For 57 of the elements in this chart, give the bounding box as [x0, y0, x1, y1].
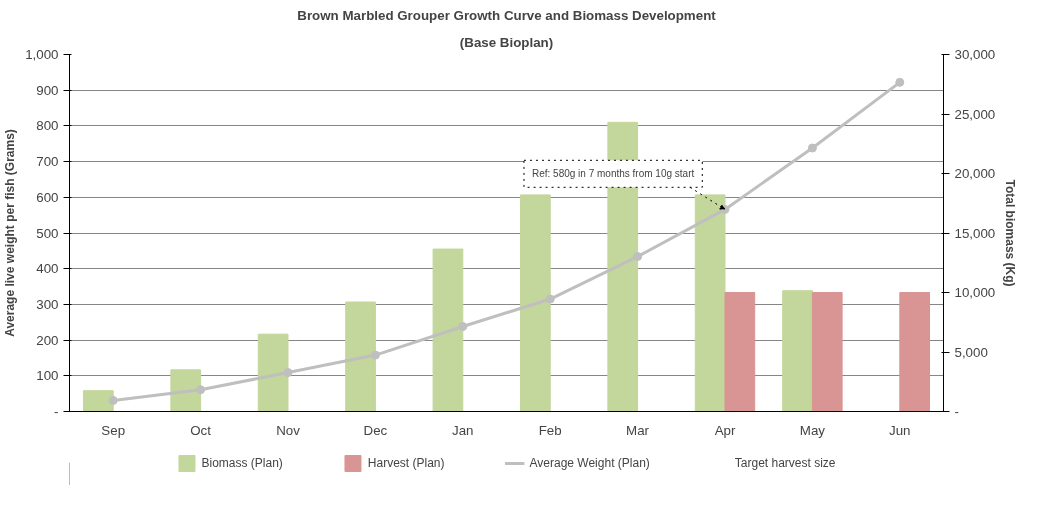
text: Target harvest size — [734, 455, 836, 470]
point — [895, 77, 905, 87]
x-tick-label: Mar — [626, 422, 650, 438]
x-tick-label: Feb — [538, 422, 562, 438]
point — [196, 385, 206, 395]
x-tick-label: Sep — [101, 422, 126, 438]
bar — [724, 292, 756, 412]
y-tick-label: 400 — [36, 261, 59, 277]
point — [458, 322, 468, 332]
y-tick-label: - — [54, 404, 59, 419]
y-tick-label: 600 — [36, 189, 59, 205]
y-tick-label: 200 — [36, 332, 59, 348]
x-tick-label: Jan — [452, 422, 474, 438]
legend-label: Biomass (Plan) — [201, 455, 283, 470]
bar — [899, 292, 931, 412]
y2-axis-title: Total biomass (Kg) — [1003, 179, 1018, 287]
x-tick-label: Dec — [363, 422, 388, 438]
y2-tick-label: 30,000 — [954, 47, 996, 62]
point — [545, 294, 555, 304]
legend-label: Average Weight (Plan) — [529, 455, 650, 470]
y-tick-label: 1,000 — [25, 47, 59, 62]
bar — [345, 301, 376, 412]
y-tick-label: 700 — [36, 154, 59, 170]
bar — [694, 194, 726, 412]
point — [633, 252, 643, 262]
y2-tick-label: 25,000 — [954, 106, 996, 122]
chart-title: Brown Marbled Grouper Growth Curve and Biomass Development — [297, 7, 717, 23]
bar — [170, 369, 202, 412]
point — [283, 368, 293, 378]
point — [370, 350, 380, 360]
y-tick-label: 300 — [36, 296, 59, 312]
y-tick-label: 500 — [36, 225, 59, 241]
bar — [811, 292, 843, 412]
y2-tick-label: 20,000 — [954, 166, 996, 181]
y2-tick-label: 5,000 — [954, 344, 988, 360]
legend-label: Harvest (Plan) — [367, 455, 445, 470]
point — [807, 143, 817, 153]
y2-tick-label: 15,000 — [954, 225, 996, 241]
x-tick-label: Oct — [190, 422, 212, 438]
x-tick-label: Apr — [714, 422, 736, 438]
y2-tick-label: 10,000 — [954, 285, 996, 300]
chart-subtitle: (Base Bioplan) — [459, 34, 554, 50]
annotation: Ref: 580g in 7 months from 10g start — [531, 168, 695, 180]
x-tick-label: Jun — [889, 422, 911, 438]
bar — [782, 290, 813, 412]
x-tick-label: May — [799, 422, 826, 438]
y-tick-label: 900 — [36, 82, 59, 98]
x-tick-label: Nov — [276, 422, 301, 438]
bar — [257, 333, 289, 412]
y-tick-label: 800 — [36, 118, 59, 134]
bar — [82, 390, 114, 412]
y-axis-title: Average live weight per fish (Grams) — [3, 129, 18, 337]
point — [108, 395, 118, 405]
bar — [432, 248, 464, 412]
y2-tick-label: - — [954, 404, 959, 419]
bar — [519, 194, 551, 412]
y-tick-label: 100 — [36, 368, 59, 384]
